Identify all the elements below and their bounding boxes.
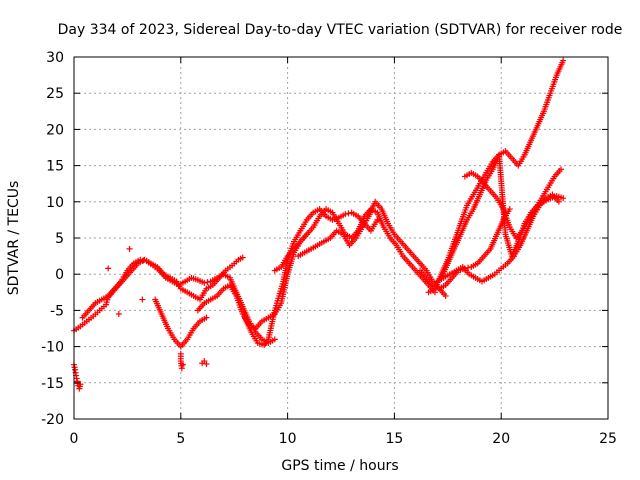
data-point	[140, 257, 147, 264]
data-point	[345, 210, 352, 217]
data-point	[442, 292, 449, 299]
data-point	[137, 256, 144, 263]
data-point	[105, 265, 112, 272]
data-point	[506, 206, 513, 213]
data-point	[203, 360, 210, 367]
y-tick-label: 20	[46, 122, 64, 138]
grid	[74, 57, 608, 419]
x-tick-label: 10	[279, 431, 297, 447]
y-tick-label: 5	[55, 231, 64, 247]
x-tick-label: 25	[599, 431, 617, 447]
data-point	[203, 314, 210, 321]
data-point	[374, 216, 381, 223]
tick-labels: 0 5 10 15 20 25 -20 -15 -10 -5 0 5 10 15 20 25 30	[41, 50, 617, 447]
x-tick-label: 15	[385, 431, 403, 447]
x-axis-label: GPS time / hours	[281, 458, 398, 474]
data-point	[558, 166, 565, 173]
y-tick-label: -20	[41, 412, 64, 428]
data-point	[178, 365, 185, 372]
y-tick-label: 30	[46, 50, 64, 66]
data-point	[239, 254, 246, 261]
data-point	[139, 296, 146, 303]
y-tick-label: 25	[46, 86, 64, 102]
x-tick-label: 0	[70, 431, 79, 447]
y-tick-label: -15	[41, 376, 64, 392]
y-axis-label: SDTVAR / TECUs	[6, 181, 22, 296]
x-tick-label: 20	[492, 431, 510, 447]
data-point	[179, 361, 186, 368]
y-tick-label: 0	[55, 267, 64, 283]
data-marks	[71, 57, 567, 392]
data-point	[126, 245, 133, 252]
data-point	[201, 279, 208, 286]
data-point	[271, 336, 278, 343]
data-point	[555, 198, 562, 205]
y-tick-label: 10	[46, 195, 64, 211]
data-point	[115, 311, 122, 318]
data-point	[342, 211, 349, 218]
x-tick-label: 5	[176, 431, 185, 447]
y-tick-label: -10	[41, 340, 64, 356]
y-tick-label: -5	[50, 303, 64, 319]
y-tick-label: 15	[46, 159, 64, 175]
chart-title: Day 334 of 2023, Sidereal Day-to-day VTE…	[58, 22, 623, 38]
data-point	[77, 381, 84, 388]
axis-ticks	[73, 56, 609, 420]
data-point	[204, 279, 211, 286]
data-point	[560, 57, 567, 64]
data-point	[560, 195, 567, 202]
